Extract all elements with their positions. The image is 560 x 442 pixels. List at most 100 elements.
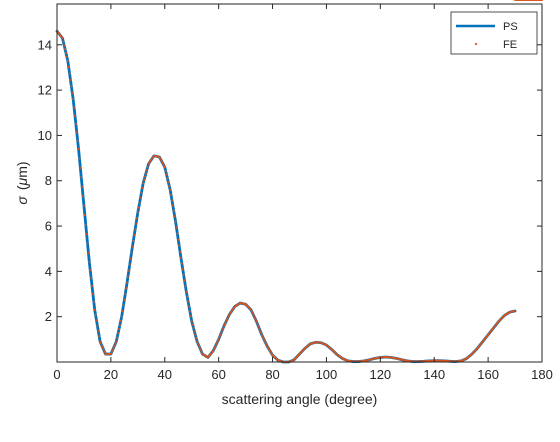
- fe-point: [198, 346, 201, 349]
- fe-point: [190, 320, 193, 323]
- fe-point: [72, 98, 75, 101]
- y-axis-label-open: (: [14, 185, 30, 190]
- y-axis-label-symbol: σ: [14, 196, 30, 205]
- fe-point: [170, 199, 174, 202]
- fe-point: [193, 330, 196, 333]
- fe-point: [163, 166, 166, 169]
- y-tick-label: 8: [45, 173, 52, 188]
- legend: PS FE: [450, 11, 538, 55]
- y-axis-label-rest: m): [14, 161, 30, 177]
- fe-point: [76, 139, 79, 142]
- fe-point: [93, 308, 96, 311]
- fe-point: [134, 228, 137, 231]
- fe-point: [196, 342, 200, 345]
- fe-point: [255, 320, 258, 323]
- fe-point: [131, 245, 134, 248]
- x-tick-label: 180: [531, 367, 553, 382]
- plot-frame: [56, 3, 543, 363]
- fe-point: [180, 262, 183, 265]
- fe-point: [94, 314, 97, 317]
- fe-point: [115, 340, 118, 343]
- fe-point: [218, 336, 221, 339]
- fe-point: [223, 322, 226, 325]
- fe-point: [141, 186, 144, 189]
- fe-point: [173, 215, 176, 218]
- fe-point: [64, 48, 67, 51]
- fe-point: [270, 352, 273, 355]
- fe-point: [216, 340, 219, 343]
- fe-point: [540, 0, 544, 2]
- fe-point: [172, 209, 175, 212]
- fe-point: [80, 176, 83, 179]
- fe-point: [123, 298, 126, 301]
- fe-point: [164, 169, 167, 172]
- fe-point: [134, 222, 138, 225]
- fe-point: [161, 162, 165, 165]
- fe-point: [167, 181, 170, 184]
- y-tick-label: 2: [45, 309, 52, 324]
- legend-label-fe: FE: [503, 39, 517, 51]
- fe-point: [181, 268, 184, 271]
- fe-point: [258, 329, 262, 332]
- fe-point: [83, 214, 86, 217]
- fe-point: [65, 55, 68, 58]
- fe-point: [168, 184, 171, 188]
- fe-point: [120, 315, 123, 318]
- fe-point: [125, 287, 128, 290]
- fe-point: [79, 166, 82, 169]
- fe-point: [265, 343, 268, 346]
- series-markers-fe: [55, 0, 544, 364]
- x-tick-label: 40: [158, 367, 172, 382]
- fe-point: [64, 52, 68, 55]
- fe-point: [182, 273, 185, 276]
- fe-point: [162, 164, 165, 167]
- fe-point: [130, 251, 133, 254]
- fe-point: [227, 315, 230, 318]
- fe-point: [136, 211, 139, 214]
- fe-point: [95, 319, 98, 322]
- fe-point: [187, 305, 191, 308]
- fe-point: [143, 178, 146, 181]
- fe-point: [261, 335, 264, 338]
- fe-point: [260, 333, 263, 336]
- fe-point: [114, 342, 117, 345]
- fe-point: [101, 346, 104, 349]
- y-tick-label: 10: [38, 128, 52, 143]
- fe-point: [135, 217, 138, 220]
- fe-point: [262, 337, 265, 340]
- fe-point: [110, 350, 113, 354]
- fe-point: [71, 91, 74, 94]
- fe-point: [137, 206, 140, 209]
- fe-point: [178, 244, 181, 247]
- fe-point: [195, 337, 198, 340]
- fe-point: [251, 312, 254, 315]
- x-tick-labels: 0 20 40 60 80 100 120 140 160 180: [53, 367, 552, 382]
- fe-point: [113, 344, 116, 347]
- fe-point: [73, 114, 77, 117]
- x-tick-label: 20: [104, 367, 118, 382]
- fe-point: [128, 263, 131, 266]
- x-tick-label: 160: [477, 367, 499, 382]
- fe-point: [222, 326, 225, 330]
- y-tick-label: 4: [45, 264, 52, 279]
- fe-point: [68, 72, 71, 75]
- fe-point: [116, 336, 119, 339]
- fe-point: [177, 238, 180, 241]
- fe-point: [215, 342, 218, 345]
- fe-point: [84, 223, 87, 226]
- fe-point: [145, 169, 148, 172]
- fe-point: [213, 347, 216, 350]
- fe-point: [89, 269, 92, 272]
- fe-point: [197, 344, 200, 347]
- fe-point: [226, 317, 229, 320]
- fe-point: [169, 188, 172, 191]
- fe-point: [140, 191, 143, 194]
- fe-point: [214, 345, 217, 348]
- fe-point: [221, 329, 224, 332]
- y-tick-labels: 2 4 6 8 10 12 14: [38, 37, 52, 324]
- fe-point: [179, 256, 182, 259]
- fe-point: [220, 331, 223, 334]
- fe-point: [223, 324, 226, 327]
- fe-point: [249, 308, 253, 311]
- fe-point: [267, 348, 271, 351]
